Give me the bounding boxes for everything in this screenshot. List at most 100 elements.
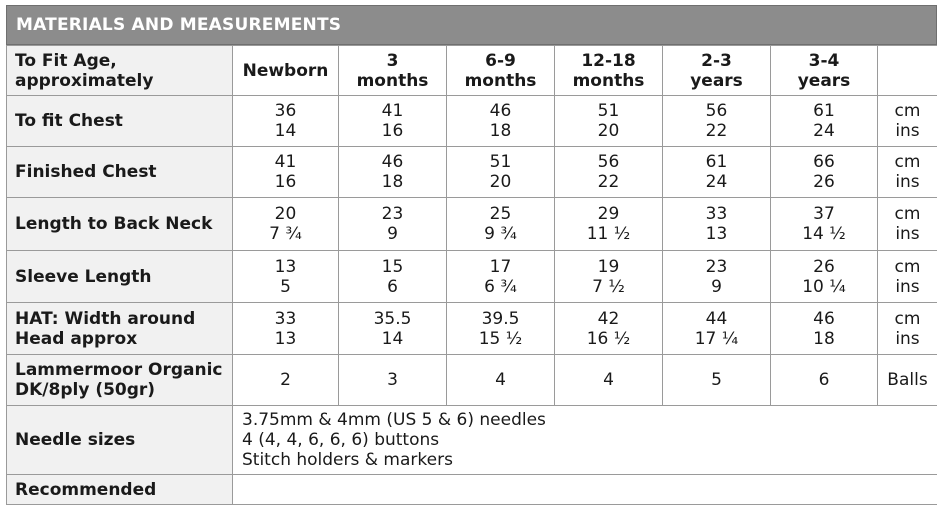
cell-line: 16 xyxy=(233,172,338,192)
cell-line: 42 xyxy=(555,309,662,329)
cell-line: 3 xyxy=(339,370,446,390)
row-label: Sleeve Length xyxy=(7,251,233,303)
cell-line: 33 xyxy=(233,309,338,329)
value-cell: 4 xyxy=(447,355,555,406)
cell-line: 16 ½ xyxy=(555,329,662,349)
cell-line: 24 xyxy=(771,121,877,141)
cell-line: Balls xyxy=(878,370,937,390)
value-cell: 5 xyxy=(663,355,771,406)
cell-line: 5 xyxy=(233,277,338,297)
cell-line: 23 xyxy=(663,257,770,277)
cell-line: 13 xyxy=(663,224,770,244)
cell-line: cm xyxy=(878,204,937,224)
value-cell: 4 xyxy=(555,355,663,406)
cell-line: 35.5 xyxy=(339,309,446,329)
cell-line: 9 ¾ xyxy=(447,224,554,244)
cell-line: 3 xyxy=(339,51,446,71)
cell-line: 22 xyxy=(663,121,770,141)
cell-line: years xyxy=(771,71,877,91)
cell-line: 25 xyxy=(447,204,554,224)
cell-line: 11 ½ xyxy=(555,224,662,244)
cell-line: 24 xyxy=(663,172,770,192)
cell-line: ins xyxy=(878,224,937,244)
cell-line: 20 xyxy=(555,121,662,141)
cell-line: 2-3 xyxy=(663,51,770,71)
cell-line: cm xyxy=(878,152,937,172)
cell-line: cm xyxy=(878,101,937,121)
cell-line: 26 xyxy=(771,172,877,192)
cell-line: Newborn xyxy=(233,61,338,81)
cell-line: 46 xyxy=(771,309,877,329)
cell-line: months xyxy=(447,71,554,91)
age-header: Newborn xyxy=(233,46,339,96)
cell-line: Sleeve Length xyxy=(15,267,232,287)
cell-line: 56 xyxy=(663,101,770,121)
cell-line: Length to Back Neck xyxy=(15,214,232,234)
unit-cell: Balls xyxy=(878,355,937,406)
cell-line: 66 xyxy=(771,152,877,172)
cell-line: ins xyxy=(878,121,937,141)
cell-line: 20 xyxy=(447,172,554,192)
cell-line: 14 xyxy=(339,329,446,349)
cell-line: 39.5 xyxy=(447,309,554,329)
section-title-bar: MATERIALS AND MEASUREMENTS xyxy=(6,5,937,45)
cell-line: 4 (4, 4, 6, 6, 6) buttons xyxy=(242,430,937,450)
cell-line: 3-4 xyxy=(771,51,877,71)
cell-line: 4 xyxy=(447,370,554,390)
cell-line: Head approx xyxy=(15,329,232,349)
row-label: Finished Chest xyxy=(7,147,233,198)
cell-line: 4 xyxy=(555,370,662,390)
cell-line: 44 xyxy=(663,309,770,329)
cell-line: 6 ¾ xyxy=(447,277,554,297)
cell-line: ins xyxy=(878,329,937,349)
cell-line: 46 xyxy=(447,101,554,121)
cell-line: 2 xyxy=(233,370,338,390)
cell-line: 41 xyxy=(339,101,446,121)
cell-line: 37 xyxy=(771,204,877,224)
cell-line: years xyxy=(663,71,770,91)
cell-line: Lammermoor Organic xyxy=(15,360,232,380)
cell-line: cm xyxy=(878,309,937,329)
cell-line: 46 xyxy=(339,152,446,172)
partial-cell xyxy=(233,475,937,505)
cell-line: 6 xyxy=(339,277,446,297)
cell-line: 33 xyxy=(663,204,770,224)
cell-line: cm xyxy=(878,257,937,277)
cell-line: Stitch holders & markers xyxy=(242,450,937,470)
unit-header xyxy=(878,46,937,96)
